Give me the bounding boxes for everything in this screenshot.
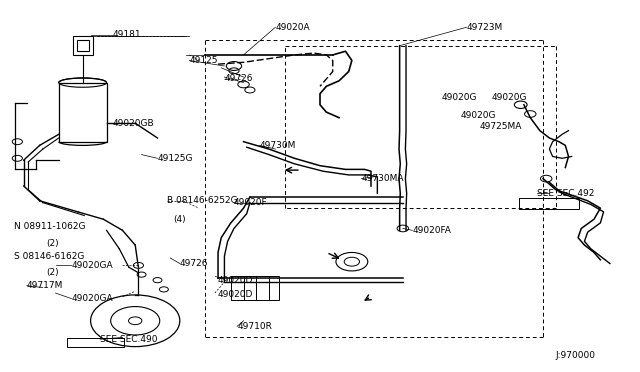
Text: 49020D: 49020D <box>218 291 253 299</box>
Text: SEE SEC.492: SEE SEC.492 <box>537 189 594 198</box>
Text: 49730M: 49730M <box>259 141 296 150</box>
Text: SEE SEC.490: SEE SEC.490 <box>100 335 157 344</box>
Text: 49125: 49125 <box>189 56 218 65</box>
Text: 49723M: 49723M <box>467 23 503 32</box>
Text: (4): (4) <box>173 215 186 224</box>
FancyBboxPatch shape <box>74 36 93 55</box>
Text: 49020GA: 49020GA <box>72 261 113 270</box>
FancyBboxPatch shape <box>77 40 90 51</box>
Text: 49020FA: 49020FA <box>412 226 451 235</box>
Text: S 08146-6162G: S 08146-6162G <box>14 251 84 261</box>
Text: 49020F: 49020F <box>234 198 268 207</box>
Text: B 08146-6252G: B 08146-6252G <box>167 196 237 205</box>
Text: 49020G: 49020G <box>460 111 496 121</box>
FancyBboxPatch shape <box>520 198 579 209</box>
Text: J:970000: J:970000 <box>556 351 596 360</box>
FancyBboxPatch shape <box>67 338 124 347</box>
FancyBboxPatch shape <box>59 83 106 142</box>
Text: 49730MA: 49730MA <box>362 174 404 183</box>
Text: 49020A: 49020A <box>275 23 310 32</box>
Text: 49020G: 49020G <box>441 93 477 102</box>
Text: 49020GB: 49020GB <box>113 119 154 128</box>
Text: 49726: 49726 <box>180 259 208 268</box>
Text: 49725MA: 49725MA <box>479 122 522 131</box>
Text: (2): (2) <box>46 239 59 248</box>
Text: N 08911-1062G: N 08911-1062G <box>14 222 86 231</box>
Text: 49020D: 49020D <box>218 276 253 285</box>
Text: 49717M: 49717M <box>27 281 63 290</box>
Text: 49726: 49726 <box>225 74 253 83</box>
Text: (2): (2) <box>46 268 59 277</box>
Text: 49181: 49181 <box>113 30 141 39</box>
Text: 49125G: 49125G <box>157 154 193 163</box>
Text: 49020G: 49020G <box>492 93 527 102</box>
Text: 49020GA: 49020GA <box>72 294 113 303</box>
Text: 49710R: 49710R <box>237 322 272 331</box>
FancyBboxPatch shape <box>231 276 278 301</box>
